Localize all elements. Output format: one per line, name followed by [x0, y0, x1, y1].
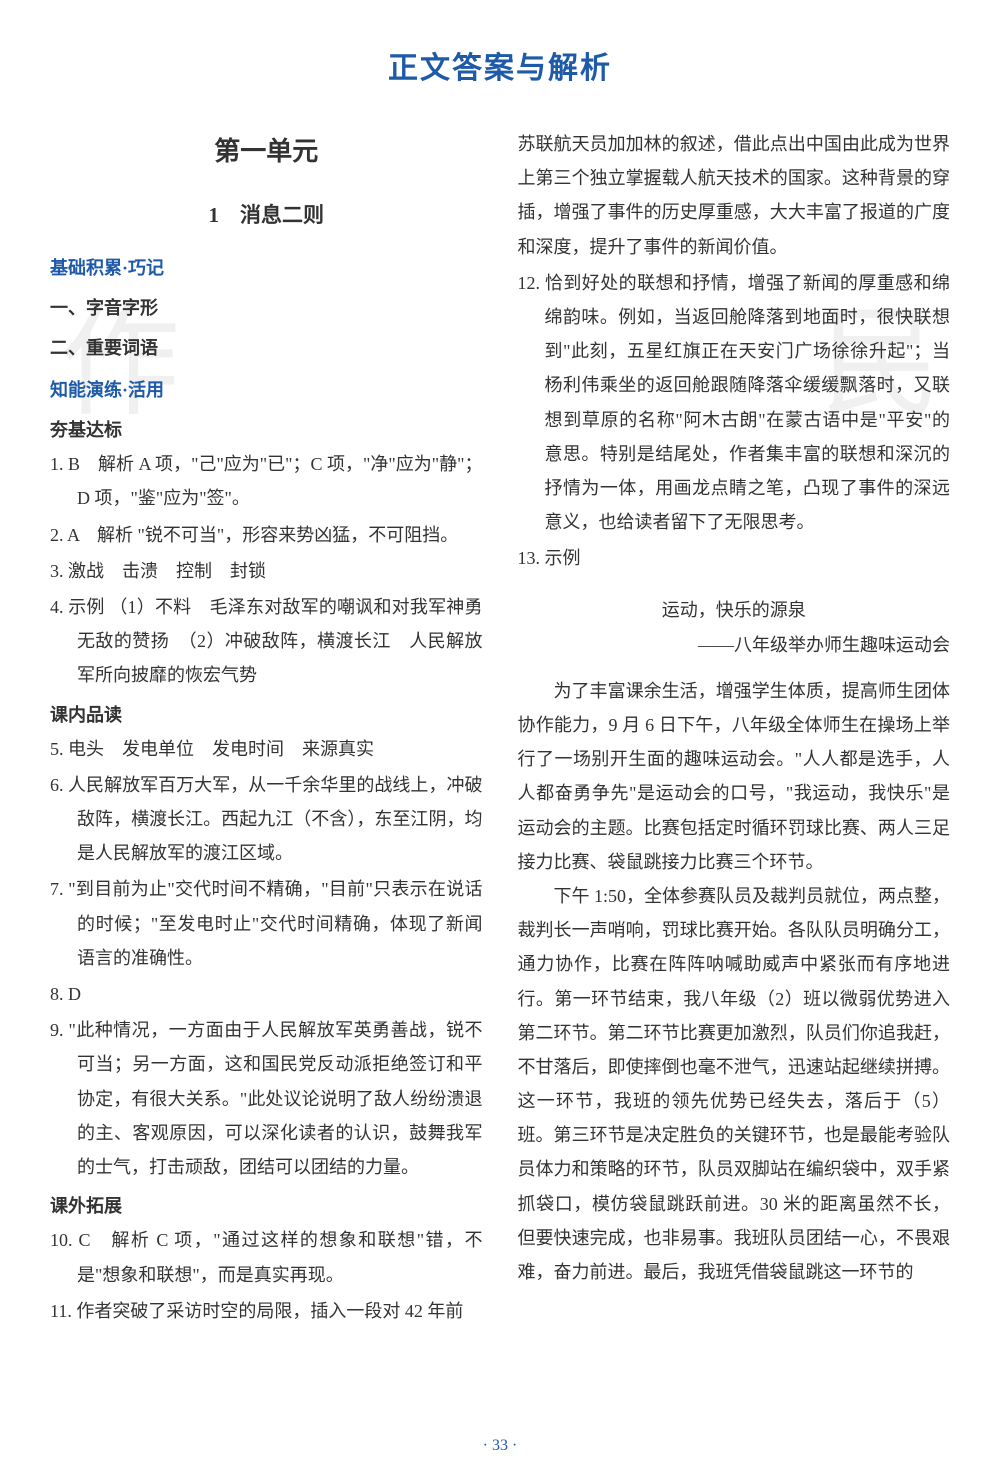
page-number: · 33 ·	[483, 1431, 518, 1461]
answer-8: 8. D	[50, 977, 483, 1011]
essay-subtitle: ——八年级举办师生趣味运动会	[518, 628, 951, 662]
main-title: 正文答案与解析	[50, 40, 950, 97]
answer-12: 12. 恰到好处的联想和抒情，增强了新闻的厚重感和绵绵韵味。例如，当返回舱降落到…	[518, 266, 951, 540]
answer-9: 9. "此种情况，一方面由于人民解放军英勇善战，锐不可当；另一方面，这和国民党反…	[50, 1013, 483, 1184]
section-zhineng: 知能演练·活用	[50, 373, 483, 407]
sub-kewai: 课外拓展	[50, 1189, 483, 1223]
lesson-title: 1 消息二则	[50, 196, 483, 236]
essay-para-1: 为了丰富课余生活，增强学生体质，提高师生团体协作能力，9 月 6 日下午，八年级…	[518, 674, 951, 879]
answer-1: 1. B 解析 A 项，"己"应为"已"；C 项，"净"应为"静"；D 项，"鉴…	[50, 447, 483, 515]
sub-kuaji: 夯基达标	[50, 413, 483, 447]
answer-6: 6. 人民解放军百万大军，从一千余华里的战线上，冲破敌阵，横渡长江。西起九江（不…	[50, 768, 483, 871]
unit-title: 第一单元	[50, 127, 483, 176]
sub-ciyu: 二、重要词语	[50, 331, 483, 365]
answer-11: 11. 作者突破了采访时空的局限，插入一段对 42 年前	[50, 1294, 483, 1328]
answer-10: 10. C 解析 C 项，"通过这样的想象和联想"错，不是"想象和联想"，而是真…	[50, 1223, 483, 1291]
left-column: 第一单元 1 消息二则 基础积累·巧记 一、字音字形 二、重要词语 知能演练·活…	[50, 127, 483, 1330]
answer-3: 3. 激战 击溃 控制 封锁	[50, 554, 483, 588]
page-content: 正文答案与解析 第一单元 1 消息二则 基础积累·巧记 一、字音字形 二、重要词…	[50, 40, 950, 1330]
essay-title: 运动，快乐的源泉	[518, 593, 951, 627]
sub-kenei: 课内品读	[50, 698, 483, 732]
section-jichu: 基础积累·巧记	[50, 251, 483, 285]
answer-4: 4. 示例 （1）不料 毛泽东对敌军的嘲讽和对我军神勇无敌的赞扬 （2）冲破敌阵…	[50, 590, 483, 693]
essay-para-2: 下午 1:50，全体参赛队员及裁判员就位，两点整，裁判长一声哨响，罚球比赛开始。…	[518, 879, 951, 1289]
two-columns: 第一单元 1 消息二则 基础积累·巧记 一、字音字形 二、重要词语 知能演练·活…	[50, 127, 950, 1330]
right-column: 苏联航天员加加林的叙述，借此点出中国由此成为世界上第三个独立掌握载人航天技术的国…	[518, 127, 951, 1330]
sub-ziyin: 一、字音字形	[50, 291, 483, 325]
answer-11-cont: 苏联航天员加加林的叙述，借此点出中国由此成为世界上第三个独立掌握载人航天技术的国…	[518, 127, 951, 264]
answer-5: 5. 电头 发电单位 发电时间 来源真实	[50, 732, 483, 766]
answer-13: 13. 示例	[518, 541, 951, 575]
answer-7: 7. "到目前为止"交代时间不精确，"目前"只表示在说话的时候；"至发电时止"交…	[50, 872, 483, 975]
answer-2: 2. A 解析 "锐不可当"，形容来势凶猛，不可阻挡。	[50, 518, 483, 552]
